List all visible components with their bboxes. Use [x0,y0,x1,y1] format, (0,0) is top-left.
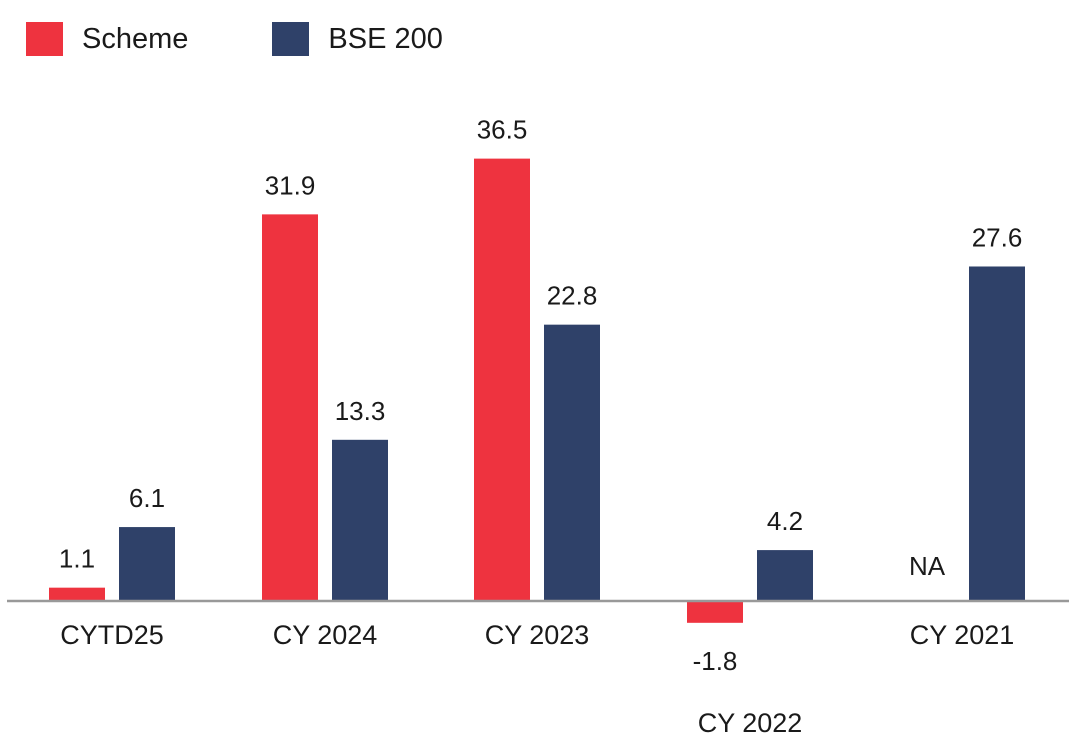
legend-swatch-scheme [26,22,63,56]
data-label-bse-200-cy-2022: 4.2 [767,506,803,536]
x-tick-label-cy-2023: CY 2023 [485,620,590,650]
bar-scheme-cy-2022 [687,601,743,623]
bar-scheme-cy-2024 [262,214,318,601]
x-tick-label-cy-2021: CY 2021 [910,620,1015,650]
data-label-scheme-cytd25: 1.1 [59,544,95,574]
bar-scheme-cytd25 [49,587,105,601]
legend-label-scheme: Scheme [82,23,189,55]
x-tick-label-cytd25: CYTD25 [60,620,164,650]
x-tick-label-cy-2024: CY 2024 [273,620,378,650]
data-label-scheme-cy-2021: NA [909,551,946,581]
legend-label-benchmark: BSE 200 [328,23,443,55]
data-label-bse-200-cy-2023: 22.8 [547,281,598,311]
data-label-bse-200-cy-2021: 27.6 [972,222,1023,252]
bar-bse-200-cy-2022 [757,550,813,601]
bar-bse-200-cytd25 [119,527,175,601]
bar-bse-200-cy-2024 [332,439,388,601]
legend-swatch-benchmark [272,22,310,56]
bar-scheme-cy-2023 [474,158,530,601]
data-label-bse-200-cy-2024: 13.3 [335,396,386,426]
data-label-scheme-cy-2024: 31.9 [265,170,316,200]
data-label-bse-200-cytd25: 6.1 [129,483,165,513]
x-tick-label-cy-2022: CY 2022 [698,708,803,738]
legend-item-scheme: Scheme [26,22,188,56]
bar-bse-200-cy-2021 [969,266,1025,601]
data-label-scheme-cy-2023: 36.5 [477,115,528,145]
legend-item-benchmark: BSE 200 [272,22,443,56]
data-label-scheme-cy-2022: -1.8 [693,646,738,676]
chart-legend: Scheme BSE 200 [26,22,527,56]
bar-bse-200-cy-2023 [544,324,600,601]
